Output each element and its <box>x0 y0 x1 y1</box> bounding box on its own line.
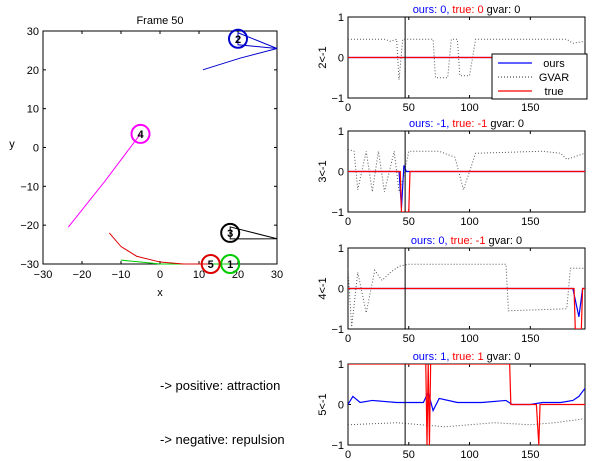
main-x-axis-label: x <box>157 287 163 299</box>
subplot-3-title-part: true: -1 <box>448 235 486 247</box>
subplot-4-title-part: ours: 1, <box>413 351 450 363</box>
main-y-tick-label: 20 <box>27 65 39 77</box>
subplot-2-y-tick-label: 0 <box>338 167 344 179</box>
subplot-3-x-tick-label: 150 <box>521 333 539 345</box>
subplot-4-y-tick-label: 0 <box>338 400 344 412</box>
subplot-4-title-part: true: 1 <box>449 351 483 363</box>
main-x-tick-label: −30 <box>34 269 53 281</box>
agent-4-label: 4 <box>137 129 144 141</box>
subplot-3-title-part: ours: 0, <box>411 235 448 247</box>
subplot-3-y-tick-label: −1 <box>331 324 344 336</box>
subplot-3-x-tick-label: 50 <box>403 333 415 345</box>
subplot-3-x-tick-label: 100 <box>460 333 478 345</box>
main-x-tick-label: 0 <box>157 269 163 281</box>
subplot-1-y-tick-label: 1 <box>338 12 344 24</box>
negative-note: -> negative: repulsion <box>160 432 285 447</box>
agent-3-marker <box>220 222 241 243</box>
subplot-4-y-axis-label: 5<-1 <box>317 393 329 415</box>
agent-1-label: 1 <box>227 259 233 271</box>
agent-5-marker <box>200 254 221 274</box>
legend-ours-label: ours <box>543 58 565 70</box>
subplot-2-x-tick-label: 50 <box>403 216 415 228</box>
subplot-4-x-tick-label: 150 <box>521 449 539 461</box>
subplot-1-title-part: gvar: 0 <box>484 4 521 16</box>
subplot-4-x-tick-label: 0 <box>345 449 351 461</box>
subplot-1-title-part: ours: 0, <box>413 4 450 16</box>
subplot-1-x-tick-label: 0 <box>345 102 351 114</box>
subplot-3-series-gvar <box>348 263 585 328</box>
subplot-4-y-tick-label: 1 <box>338 359 344 371</box>
agent-3-heading <box>229 226 278 240</box>
subplot-1-x-tick-label: 150 <box>521 102 539 114</box>
subplot-1-y-axis-label: 2<-1 <box>317 46 329 68</box>
subplot-4-series-true <box>348 364 585 445</box>
subplot-2-x-tick-label: 0 <box>345 216 351 228</box>
subplot-4-x-tick-label: 100 <box>460 449 478 461</box>
subplot-3-x-tick-label: 0 <box>345 333 351 345</box>
subplot-2-x-tick-label: 150 <box>521 216 539 228</box>
subplot-1-y-tick-label: 0 <box>338 53 344 65</box>
agent-5-label: 5 <box>208 259 214 271</box>
subplot-4-x-tick-label: 50 <box>403 449 415 461</box>
main-x-tick-label: −10 <box>112 269 131 281</box>
main-plot-frame <box>42 30 278 265</box>
subplot-4-series-ours <box>348 387 585 413</box>
main-y-axis-label: y <box>9 139 15 151</box>
subplot-1-title: ours: 0, true: 0 gvar: 0 <box>413 4 521 16</box>
main-y-tick-label: −20 <box>20 220 39 232</box>
subplot-3-series-true <box>348 287 585 329</box>
subplot-3-title: ours: 0, true: -1 gvar: 0 <box>411 235 522 247</box>
agent-4-trajectory <box>67 133 141 228</box>
main-x-tick-label: 20 <box>232 269 244 281</box>
subplot-1-x-tick-label: 100 <box>460 102 478 114</box>
subplot-1-x-tick-label: 50 <box>403 102 415 114</box>
subplot-4-title-part: gvar: 0 <box>484 351 521 363</box>
main-x-tick-label: 30 <box>271 269 283 281</box>
subplot-3-y-tick-label: 1 <box>338 243 344 255</box>
subplot-2-x-tick-label: 100 <box>460 216 478 228</box>
subplot-2-series-true <box>348 170 585 212</box>
main-plot-title: Frame 50 <box>136 15 183 27</box>
main-x-tick-label: 10 <box>193 269 205 281</box>
agent-2-trajectory <box>202 47 278 71</box>
agent-2-label: 2 <box>235 34 241 46</box>
main-y-tick-label: 0 <box>33 143 39 155</box>
subplot-2-y-tick-label: −1 <box>331 207 344 219</box>
subplot-2-title-part: ours: -1, <box>409 118 449 130</box>
subplot-1-title-part: true: 0 <box>449 4 483 16</box>
agent-1-marker <box>220 254 241 274</box>
agent-2-marker <box>228 28 248 49</box>
subplot-2-y-tick-label: 1 <box>338 126 344 138</box>
main-x-tick-label: −20 <box>73 269 92 281</box>
subplot-2-title-part: true: -1 <box>449 118 487 130</box>
subplot-2-y-axis-label: 3<-1 <box>317 160 329 182</box>
agent-4-marker <box>130 123 151 144</box>
subplot-3-title-part: gvar: 0 <box>485 235 522 247</box>
subplot-4-title: ours: 1, true: 1 gvar: 0 <box>413 351 521 363</box>
subplot-2-title: ours: -1, true: -1 gvar: 0 <box>409 118 524 130</box>
subplot-1-series-gvar <box>348 38 585 80</box>
main-y-tick-label: −30 <box>20 259 39 271</box>
positive-note: -> positive: attraction <box>160 378 281 393</box>
agent-3-label: 3 <box>227 228 233 240</box>
subplot-3-y-tick-label: 0 <box>338 284 344 296</box>
main-y-tick-label: 10 <box>27 104 39 116</box>
subplot-1-y-tick-label: −1 <box>331 93 344 105</box>
subplot-4-y-tick-label: −1 <box>331 440 344 452</box>
legend-gvar-label: GVAR <box>539 72 569 84</box>
subplot-3-y-axis-label: 4<-1 <box>317 277 329 299</box>
main-y-tick-label: 30 <box>27 26 39 38</box>
subplot-4-series-gvar <box>348 418 585 428</box>
main-y-tick-label: −10 <box>20 181 39 193</box>
agent-5-trajectory <box>108 232 211 265</box>
subplot-2-title-part: gvar: 0 <box>487 118 524 130</box>
agent-2-heading <box>237 32 278 49</box>
legend-true-label: true <box>545 86 564 98</box>
